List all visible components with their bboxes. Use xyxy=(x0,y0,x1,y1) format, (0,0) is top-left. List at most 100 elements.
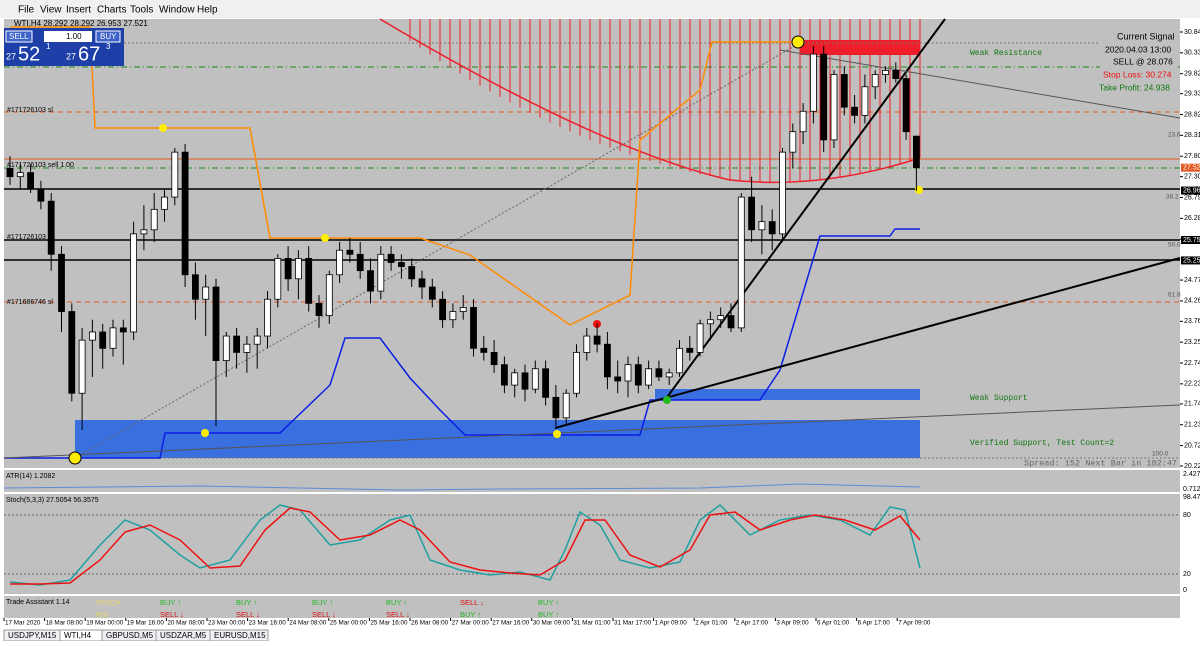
time-label: 20 Mar 08:00 xyxy=(167,620,205,627)
fib-label: 61.8 xyxy=(1168,292,1181,299)
candle-body xyxy=(500,364,508,386)
candle-body xyxy=(604,343,611,378)
price-label: 27.30 xyxy=(1184,174,1200,181)
candle-body xyxy=(634,364,642,386)
price-label: 23.76 xyxy=(1184,318,1200,325)
candle-body xyxy=(655,368,663,378)
time-label: 27 Mar 16:00 xyxy=(492,620,530,627)
atr-axis: 0.7126 xyxy=(1183,486,1200,493)
price-mark-label: 25.75 xyxy=(1183,237,1200,244)
marker xyxy=(791,35,805,49)
candle-body xyxy=(284,257,292,280)
marker xyxy=(321,234,329,242)
signal-text: Stop Loss: 30.274 xyxy=(1103,69,1172,79)
candle-body xyxy=(861,86,869,116)
tab-label[interactable]: GBPUSD,M5 xyxy=(106,631,154,640)
fib-label: 38.2 xyxy=(1166,194,1179,201)
candle-body xyxy=(408,266,416,280)
price-label: 30.33 xyxy=(1184,50,1200,57)
menu-item[interactable]: Window xyxy=(159,5,195,16)
candle-body xyxy=(573,351,580,394)
tab-label[interactable]: WTI,H4 xyxy=(64,631,92,640)
price-small: 27 xyxy=(6,51,16,61)
zone-label: Weak Support xyxy=(970,394,1028,403)
time-label: 23 Mar 00:00 xyxy=(208,620,246,627)
candle-body xyxy=(68,311,76,394)
candle-body xyxy=(645,368,652,386)
trendline xyxy=(664,18,946,401)
menu-item[interactable]: Tools xyxy=(130,5,153,16)
tab-label[interactable]: USDJPY,M15 xyxy=(8,631,57,640)
candle-body xyxy=(717,315,725,321)
candle-body xyxy=(542,368,549,398)
candle-body xyxy=(686,347,694,353)
assistant-signal: BUY ↑ xyxy=(236,598,257,607)
price-mark xyxy=(1181,256,1200,265)
candle-body xyxy=(346,249,354,255)
candle-body xyxy=(521,372,529,390)
candle-body xyxy=(799,110,807,133)
signal-panel xyxy=(1100,24,1178,94)
time-label: 2 Apr 01:00 xyxy=(695,620,728,627)
time-label: 27 Mar 00:00 xyxy=(452,620,490,627)
menu-item[interactable]: File xyxy=(18,5,35,16)
spread: Spread: 152 Next Bar in 182:47 xyxy=(1024,458,1177,468)
overlays xyxy=(3,18,1181,586)
candle-body xyxy=(737,196,745,329)
candle-body xyxy=(449,311,457,321)
menu-item[interactable]: View xyxy=(40,5,62,16)
time-label: 31 Mar 01:00 xyxy=(573,620,611,627)
price-mark-label: 25.25 xyxy=(1183,257,1200,264)
menu-bar xyxy=(0,0,1200,18)
candle-body xyxy=(294,257,302,280)
lot-field[interactable] xyxy=(44,31,92,42)
menu-item[interactable]: Insert xyxy=(66,5,91,16)
candle-body xyxy=(58,253,65,312)
weak-support-zone xyxy=(655,389,920,400)
candle-body xyxy=(830,74,838,141)
menu-item[interactable]: Charts xyxy=(97,5,126,16)
marker xyxy=(68,451,82,465)
candle-body xyxy=(676,347,683,374)
assistant-signal: BUY ↑ xyxy=(538,598,559,607)
candle-body xyxy=(161,196,168,210)
candle-body xyxy=(264,298,271,337)
candle-body xyxy=(150,208,158,231)
candle-body xyxy=(614,376,622,382)
order-label: #171726103 sl xyxy=(7,107,53,114)
candle-body xyxy=(531,368,539,390)
price-sup: 3 xyxy=(106,42,111,51)
marker xyxy=(915,186,923,194)
price-mark xyxy=(1181,163,1200,172)
order-label: #171726103 xyxy=(7,234,46,241)
sell-button[interactable] xyxy=(5,30,33,43)
time-label: 25 Mar 00:00 xyxy=(330,620,368,627)
assistant-signal: BUY ↑ xyxy=(312,598,333,607)
assistant-row: RSI xyxy=(96,612,108,619)
price-label: 23.25 xyxy=(1184,339,1200,346)
menu-item[interactable]: Help xyxy=(197,5,218,16)
time-label: 19 Mar 00:00 xyxy=(86,620,124,627)
buy-button[interactable] xyxy=(95,30,121,43)
cloud-edge xyxy=(379,18,921,184)
stoch-axis: 80 xyxy=(1183,512,1191,519)
time-label: 6 Apr 17:00 xyxy=(858,620,891,627)
candle-body xyxy=(871,74,879,88)
time-label: 2 Apr 17:00 xyxy=(736,620,769,627)
time-axis xyxy=(0,618,1200,628)
price-label: 20.72 xyxy=(1184,442,1200,449)
tab-label[interactable]: USDZAR,M5 xyxy=(160,631,207,640)
candle-body xyxy=(851,106,858,116)
stoch-axis: 0 xyxy=(1183,587,1187,594)
candle-body xyxy=(27,172,35,190)
candle-body xyxy=(274,257,282,300)
price-label: 30.84 xyxy=(1184,29,1200,36)
candle-body xyxy=(305,257,313,304)
tab-label[interactable]: EURUSD,M15 xyxy=(214,631,266,640)
time-label: 30 Mar 09:00 xyxy=(533,620,571,627)
time-label: 3 Apr 09:00 xyxy=(776,620,809,627)
price-label: 27.80 xyxy=(1184,153,1200,160)
trendline xyxy=(554,257,1181,429)
chart-header: WTI,H4 28.292 28.292 26.953 27.521 xyxy=(14,19,148,28)
candle-body xyxy=(480,347,488,353)
